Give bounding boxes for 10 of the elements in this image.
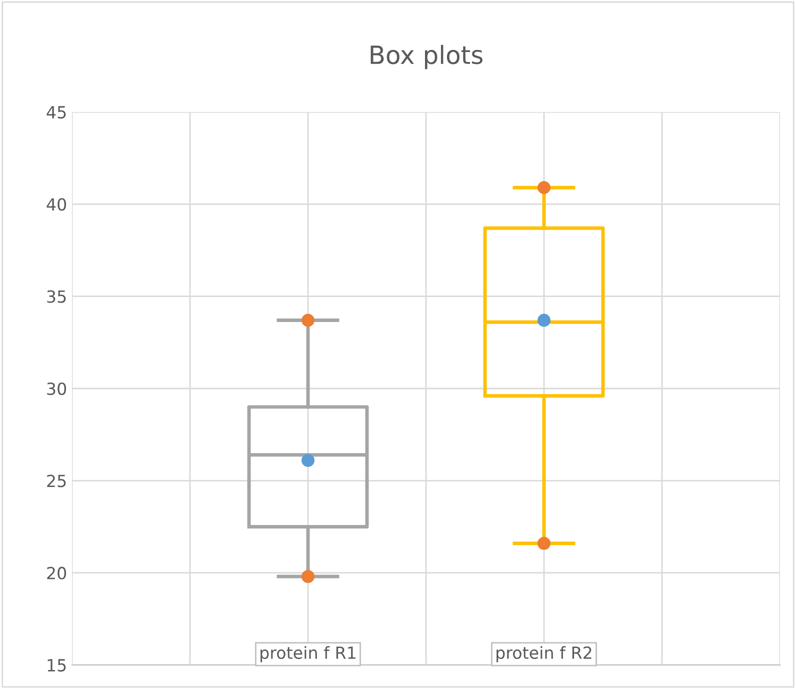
y-tick-label: 25 [47,474,66,488]
y-tick-label: 45 [46,106,66,119]
chart-title: Box plots [370,44,482,70]
y-tick-label: 20 [47,566,66,580]
y-tick-label: 40 [46,198,66,211]
y-tick-label: 35 [47,290,66,303]
x-tick-label: protein f R2 [496,646,592,662]
y-tick-label: 15 [48,659,66,672]
y-tick-label: 30 [47,382,66,396]
x-tick-label: protein f R1 [260,646,356,662]
